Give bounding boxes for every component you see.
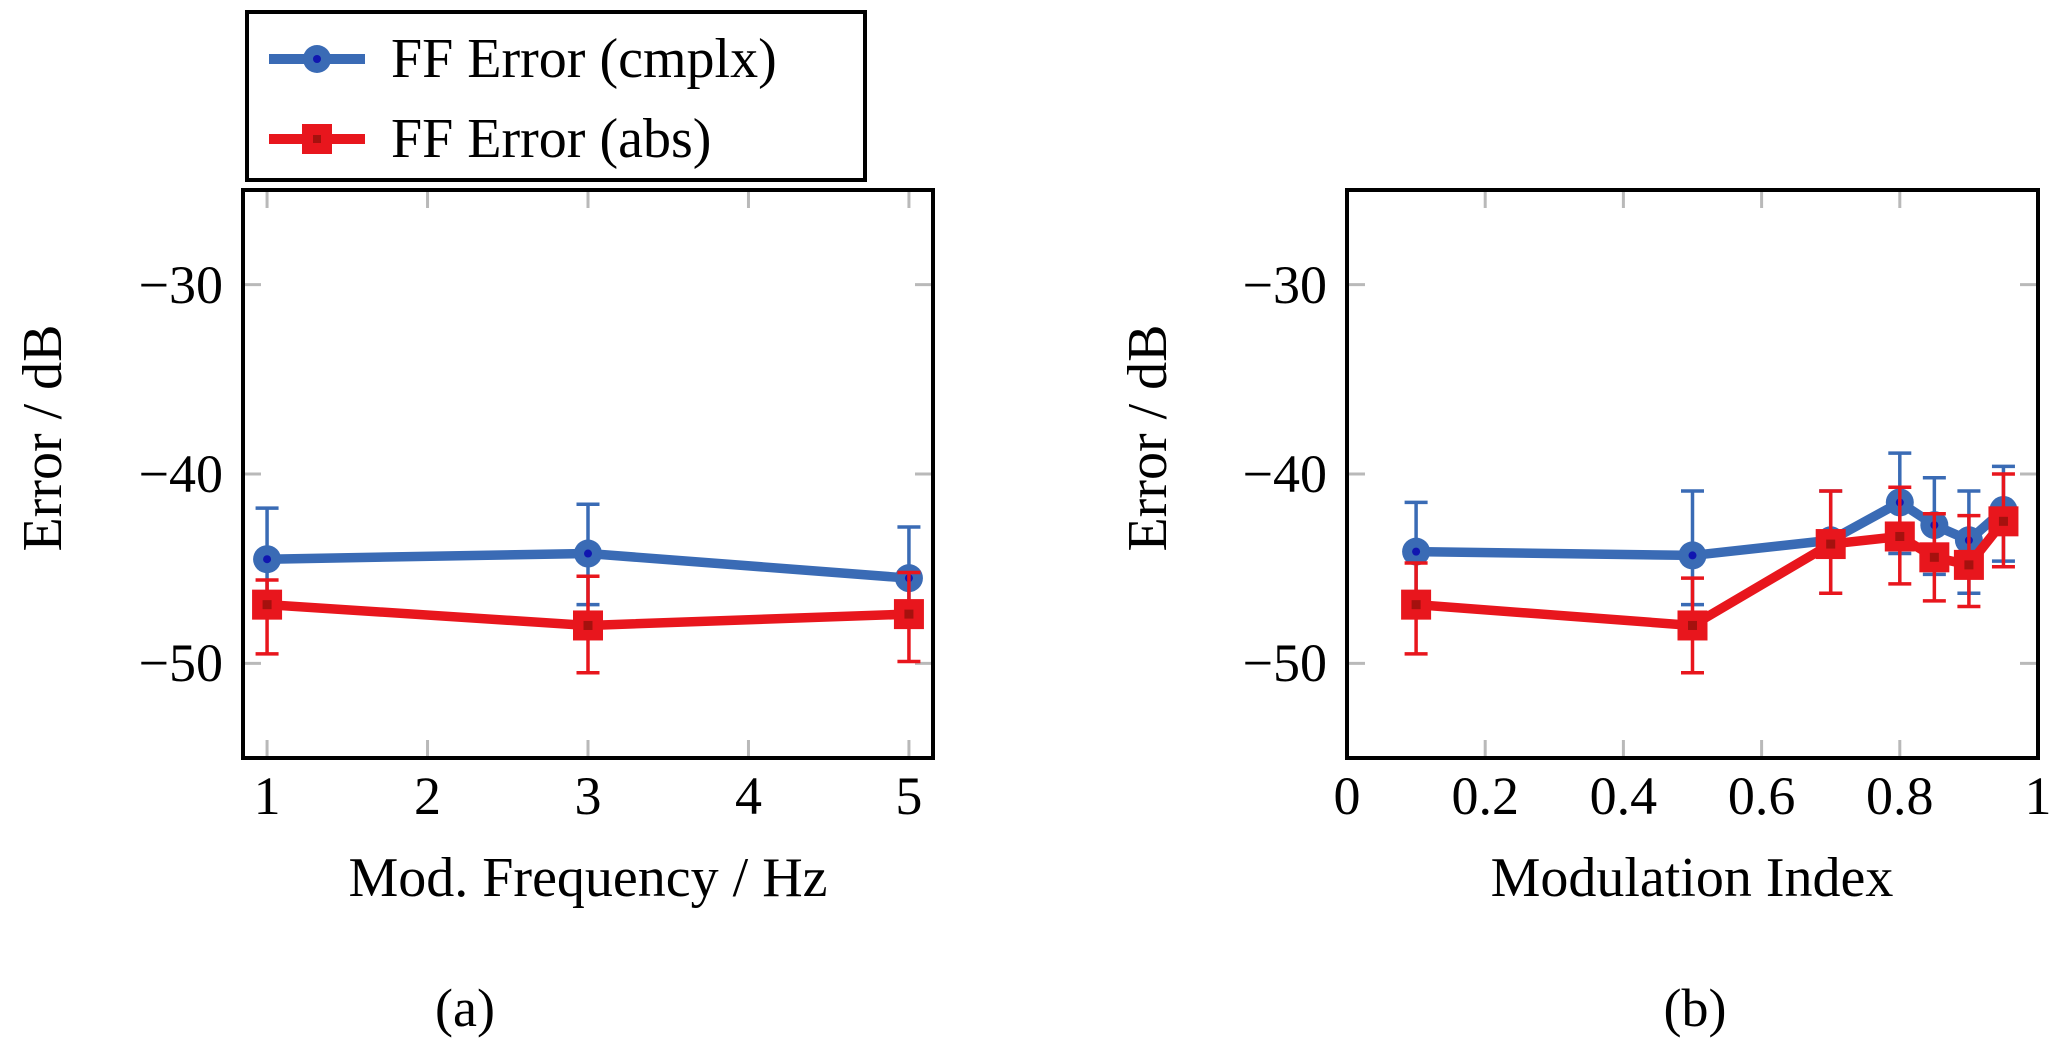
legend-label-abs: FF Error (abs) — [391, 108, 712, 170]
plot-a-x-tick-label: 1 — [253, 766, 281, 826]
plot-b-x-tick-label: 0.6 — [1727, 766, 1796, 826]
plot-b-x-tick-label: 0.2 — [1451, 766, 1519, 826]
plot-b-y-tick-label: −40 — [1242, 444, 1327, 504]
legend-item-abs: FF Error (abs) — [249, 102, 863, 176]
line-square-marker-icon — [267, 102, 379, 176]
plot-a-y-tick-label: −30 — [138, 254, 223, 315]
plot-a-x-tick-label: 2 — [414, 766, 442, 826]
legend-item-cmplx: FF Error (cmplx) — [249, 22, 863, 96]
plot-b-y-tick-label: −30 — [1242, 254, 1327, 315]
plot-a-x-tick-label: 3 — [574, 766, 602, 826]
legend: FF Error (cmplx) FF Error (abs) — [245, 10, 867, 182]
plot-b-x-tick-label: 1 — [2024, 766, 2052, 826]
plot-a-y-tick-label: −50 — [138, 633, 223, 694]
legend-label-cmplx: FF Error (cmplx) — [391, 28, 777, 90]
subfigure-caption-a: (a) — [435, 978, 495, 1038]
plot-b-y-tick-label: −50 — [1242, 633, 1327, 694]
plot-b-x-tick-label: 0.8 — [1866, 766, 1934, 826]
subfigure-caption-b: (b) — [1663, 978, 1727, 1038]
plot-b-x-tick-label: 0.4 — [1589, 766, 1658, 826]
plot-a-x-tick-label: 4 — [734, 766, 762, 826]
plot-b-x-tick-label: 0 — [1333, 766, 1361, 826]
x-axis-label-b: Modulation Index — [1490, 847, 1894, 909]
x-axis-label-a: Mod. Frequency / Hz — [348, 847, 828, 909]
line-circle-marker-icon — [267, 22, 379, 96]
plot-a-x-tick-label: 5 — [895, 766, 923, 826]
plot-a-y-tick-label: −40 — [138, 444, 223, 504]
